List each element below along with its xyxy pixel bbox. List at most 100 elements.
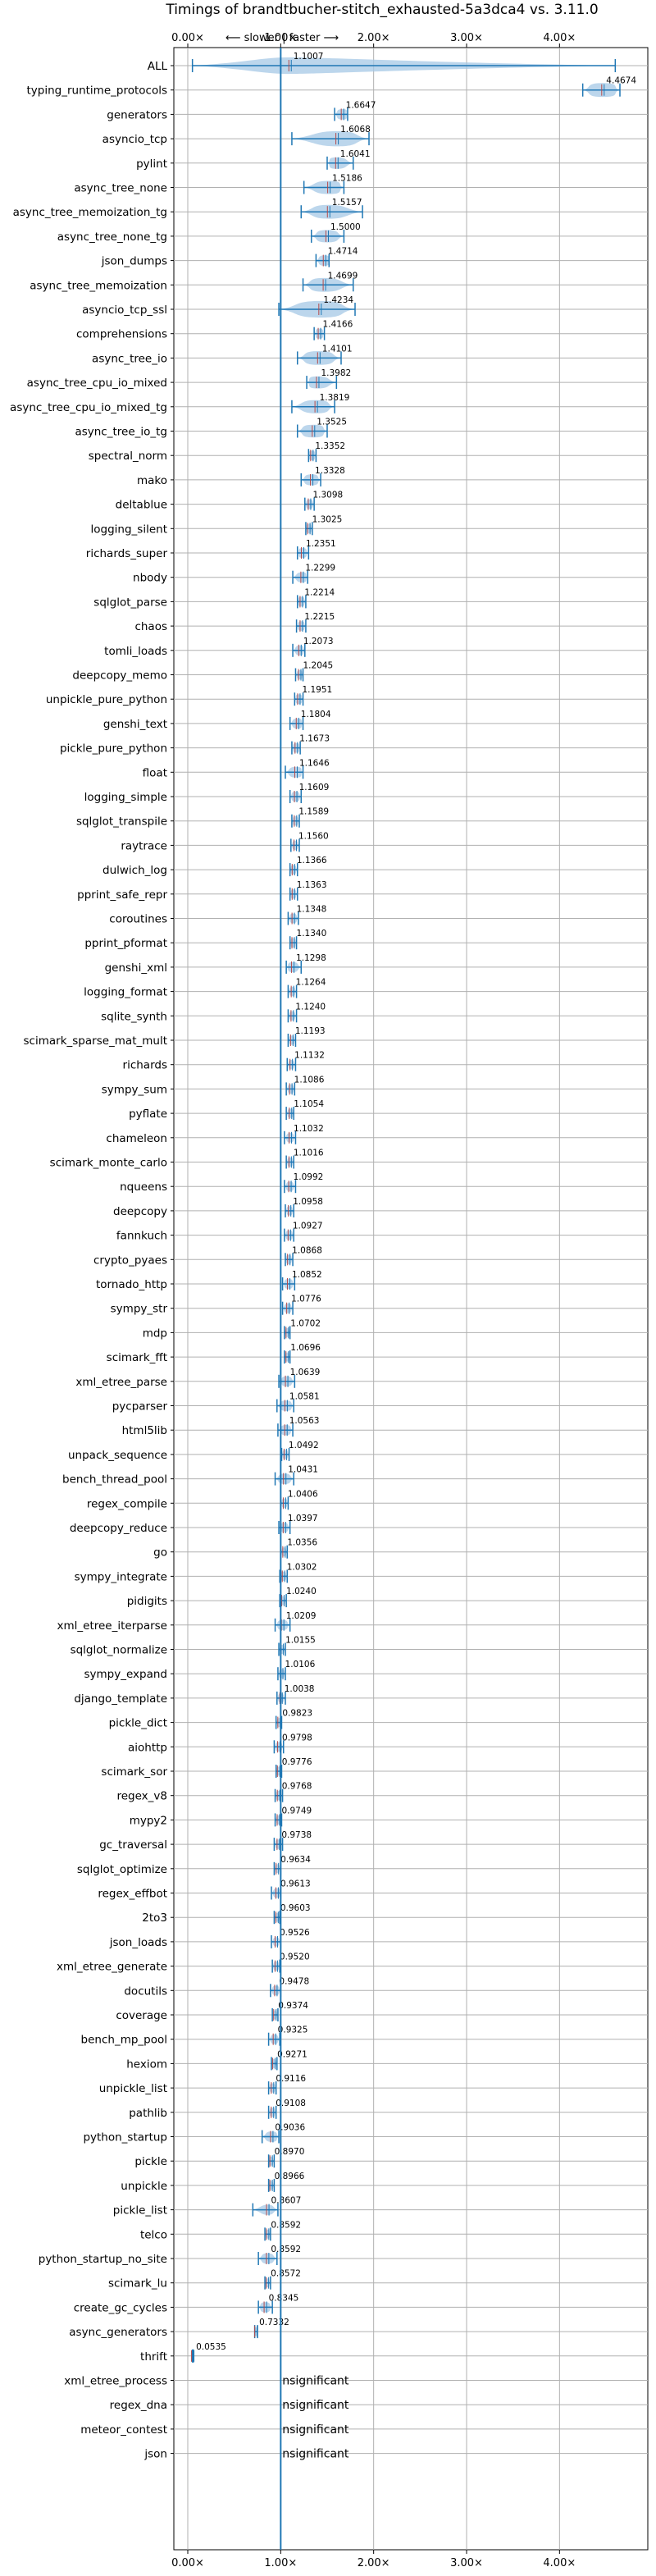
value-label: 1.6647	[346, 100, 376, 110]
category-label: async_tree_memoization_tg	[13, 206, 167, 219]
category-label: django_template	[74, 1692, 167, 1706]
value-label: 1.0581	[289, 1392, 320, 1402]
category-label: scimark_lu	[108, 2277, 167, 2291]
value-label: 0.8970	[275, 2147, 305, 2157]
category-label: create_gc_cycles	[74, 2301, 167, 2314]
category-label: 2to3	[142, 1911, 167, 1925]
category-label: chaos	[134, 620, 167, 633]
value-label: 0.9116	[276, 2074, 306, 2084]
value-label: 1.4101	[322, 344, 353, 354]
value-label: 1.1589	[298, 807, 329, 817]
value-label: 1.1560	[298, 831, 329, 841]
value-label: 1.3352	[315, 441, 345, 451]
value-label: 1.0209	[286, 1611, 317, 1621]
category-label: sympy_str	[111, 1303, 168, 1316]
value-label: 0.8572	[271, 2269, 301, 2279]
value-label: 1.3328	[315, 466, 345, 476]
value-label: 1.2045	[303, 661, 334, 671]
category-label: pathlib	[129, 2107, 167, 2120]
value-label: 1.1016	[294, 1149, 324, 1158]
category-label: hexiom	[126, 2058, 167, 2071]
category-label: coverage	[116, 2009, 167, 2022]
category-label: pickle	[134, 2155, 167, 2168]
value-label: 1.1340	[297, 929, 327, 939]
category-label: deepcopy	[113, 1205, 167, 1218]
category-label: telco	[140, 2228, 167, 2241]
value-label: 1.0038	[285, 1684, 315, 1694]
chart-marks: 1.1007 4.4674 1.6647 1.6068 1.6041 1.5186 1.51…	[191, 48, 636, 2550]
category-label: async_tree_none_tg	[57, 231, 167, 244]
category-label: async_tree_cpu_io_mixed_tg	[10, 401, 167, 414]
plot-area	[173, 47, 649, 2551]
category-label: crypto_pyaes	[93, 1254, 167, 1267]
category-label: sympy_expand	[84, 1668, 167, 1681]
value-label: 1.1673	[299, 734, 330, 744]
value-label: 1.5000	[330, 222, 361, 232]
category-label: thrift	[140, 2350, 167, 2364]
category-label: richards_super	[86, 547, 168, 560]
value-label: 1.4714	[328, 247, 358, 257]
value-label: 0.9271	[277, 2049, 308, 2059]
category-label: nqueens	[120, 1181, 167, 1194]
insignificant-label: insignificant	[279, 2423, 349, 2437]
category-label: mypy2	[130, 1814, 167, 1827]
value-label: 1.4166	[323, 320, 353, 330]
value-label: 1.0356	[287, 1538, 317, 1548]
category-label: pyflate	[129, 1108, 167, 1121]
chart-title: Timings of brandtbucher-stitch_exhausted…	[165, 2, 598, 18]
category-label: async_tree_io	[92, 352, 167, 365]
value-label: 1.5186	[332, 174, 362, 184]
value-label: 0.9520	[280, 1953, 310, 1962]
value-label: 1.1054	[294, 1099, 324, 1109]
value-label: 0.9749	[281, 1806, 312, 1816]
category-label: xml_etree_process	[64, 2375, 167, 2388]
category-label: xml_etree_parse	[75, 1376, 167, 1389]
category-label: unpack_sequence	[68, 1449, 167, 1462]
category-label: async_tree_memoization	[30, 279, 167, 292]
value-label: 1.0992	[294, 1172, 324, 1182]
value-label: 1.1363	[297, 880, 327, 890]
category-label: xml_etree_iterparse	[57, 1619, 168, 1633]
insignificant-label: insignificant	[279, 2399, 349, 2412]
category-label: dulwich_log	[102, 864, 167, 877]
tick-label-top: 0.00×	[171, 32, 204, 44]
category-label: docutils	[124, 1985, 167, 1998]
value-label: 1.3098	[312, 491, 343, 500]
category-labels: ALL typing_runtime_protocols generators asy…	[10, 60, 174, 2461]
tick-label-bottom: 1.00×	[264, 2557, 297, 2569]
value-label: 0.9823	[282, 1709, 312, 1719]
value-label: 0.9634	[280, 1855, 311, 1865]
value-label: 1.0397	[288, 1514, 318, 1523]
category-label: scimark_monte_carlo	[50, 1157, 167, 1170]
category-label: nbody	[133, 572, 167, 585]
value-label: 1.3982	[321, 368, 351, 378]
category-label: tornado_http	[96, 1278, 167, 1291]
category-label: async_generators	[69, 2326, 167, 2339]
category-label: xml_etree_generate	[57, 1961, 167, 1974]
tick-label-top: 2.00×	[358, 32, 390, 44]
value-label: 0.8592	[271, 2245, 301, 2254]
category-label: json_loads	[109, 1936, 167, 1949]
category-label: pprint_safe_repr	[77, 888, 167, 902]
insignificant-label: insignificant	[279, 2375, 349, 2388]
category-label: async_tree_cpu_io_mixed	[27, 377, 167, 390]
category-label: pickle_pure_python	[60, 742, 167, 756]
tick-label-top: 3.00×	[450, 32, 483, 44]
category-label: deepcopy_reduce	[70, 1522, 167, 1535]
value-label: 1.1646	[299, 758, 330, 768]
value-label: 1.0431	[288, 1465, 318, 1475]
category-label: fannkuch	[116, 1230, 167, 1243]
category-label: async_tree_none	[74, 182, 167, 195]
category-label: scimark_sor	[101, 1765, 167, 1779]
value-label: 0.8345	[269, 2293, 299, 2303]
value-label: 1.0106	[285, 1660, 316, 1669]
tick-label-bottom: 2.00×	[358, 2557, 390, 2569]
category-label: pickle_list	[113, 2204, 167, 2217]
category-label: regex_dna	[110, 2399, 167, 2412]
category-label: scimark_sparse_mat_mult	[24, 1035, 167, 1048]
value-label: 1.2215	[304, 612, 335, 622]
category-label: json	[144, 2448, 167, 2461]
category-label: bench_thread_pool	[62, 1473, 167, 1487]
category-label: sqlglot_transpile	[76, 815, 167, 829]
tick-label-top: 1.00×	[264, 32, 297, 44]
